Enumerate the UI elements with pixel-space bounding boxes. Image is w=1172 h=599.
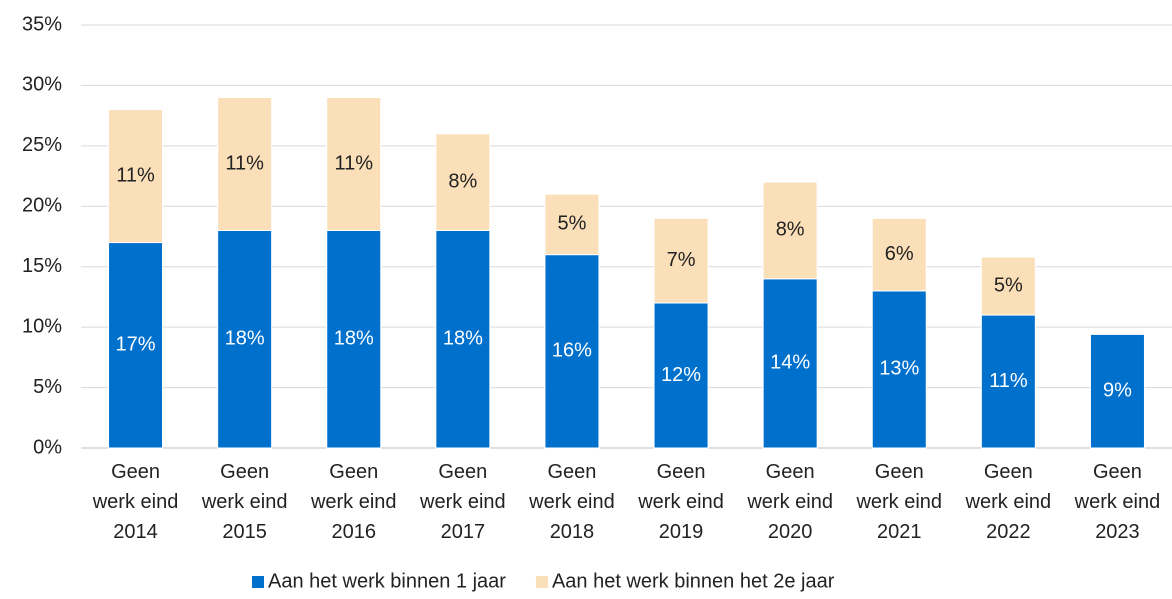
value-label: 14% bbox=[770, 352, 810, 374]
bar-segment bbox=[980, 314, 1036, 449]
value-label: 5% bbox=[994, 274, 1023, 296]
bar-segment bbox=[544, 193, 600, 256]
bar-segment bbox=[108, 242, 164, 449]
bar-segment bbox=[217, 229, 273, 449]
x-tick-label: Geen werk eind 2014 bbox=[92, 461, 179, 543]
x-tick-label: Geen werk eind 2015 bbox=[201, 461, 288, 543]
bar-segment bbox=[544, 254, 600, 449]
value-label: 11% bbox=[116, 164, 155, 186]
value-label: 11% bbox=[225, 152, 264, 174]
value-label: 12% bbox=[661, 364, 701, 386]
bar-segment bbox=[653, 302, 709, 449]
x-tick-label: Geen werk eind 2019 bbox=[637, 461, 724, 543]
bar-segment bbox=[871, 217, 927, 292]
x-tick-label: Geen werk eind 2020 bbox=[746, 461, 833, 543]
value-label: 7% bbox=[667, 249, 696, 271]
x-tick-label: Geen werk eind 2023 bbox=[1074, 461, 1161, 543]
legend-swatch bbox=[535, 576, 548, 588]
y-tick-label: 30% bbox=[22, 74, 62, 96]
legend-swatch bbox=[252, 576, 264, 588]
bar-segment bbox=[1089, 333, 1145, 449]
value-label: 11% bbox=[989, 370, 1028, 392]
y-tick-label: 35% bbox=[22, 13, 62, 35]
value-label: 18% bbox=[225, 328, 265, 350]
value-label: 5% bbox=[557, 213, 586, 235]
y-tick-label: 25% bbox=[22, 134, 62, 156]
bar-segment bbox=[217, 97, 273, 231]
bar-segment bbox=[653, 217, 709, 304]
value-label: 8% bbox=[776, 219, 805, 241]
bar-segment bbox=[871, 290, 927, 449]
x-tick-label: Geen werk eind 2022 bbox=[965, 461, 1052, 543]
x-tick-label: Geen werk eind 2016 bbox=[310, 461, 397, 543]
value-label: 18% bbox=[443, 328, 483, 350]
y-tick-label: 20% bbox=[22, 195, 62, 217]
bar-segment bbox=[762, 181, 818, 280]
value-label: 17% bbox=[116, 334, 156, 356]
legend-label: Aan het werk binnen het 2e jaar bbox=[552, 570, 835, 592]
y-tick-label: 15% bbox=[22, 255, 62, 277]
x-tick-label: Geen werk eind 2021 bbox=[855, 461, 942, 543]
x-tick-label: Geen werk eind 2017 bbox=[419, 461, 506, 543]
value-label: 18% bbox=[334, 328, 374, 350]
value-label: 6% bbox=[885, 243, 914, 265]
bar-segment bbox=[980, 256, 1036, 316]
value-label: 8% bbox=[448, 170, 477, 192]
bar-segment bbox=[326, 229, 382, 449]
bar-segment bbox=[108, 109, 164, 244]
value-label: 9% bbox=[1103, 379, 1132, 401]
y-tick-label: 0% bbox=[33, 436, 62, 458]
x-tick-label: Geen werk eind 2018 bbox=[528, 461, 615, 543]
y-tick-label: 5% bbox=[33, 376, 62, 398]
bar-segment bbox=[326, 97, 382, 231]
value-label: 16% bbox=[552, 340, 592, 362]
bar-segment bbox=[762, 278, 818, 449]
legend-label: Aan het werk binnen 1 jaar bbox=[268, 570, 506, 592]
value-label: 11% bbox=[334, 152, 373, 174]
bar-segment bbox=[435, 133, 491, 231]
value-label: 13% bbox=[879, 358, 919, 380]
y-tick-label: 10% bbox=[22, 315, 62, 337]
